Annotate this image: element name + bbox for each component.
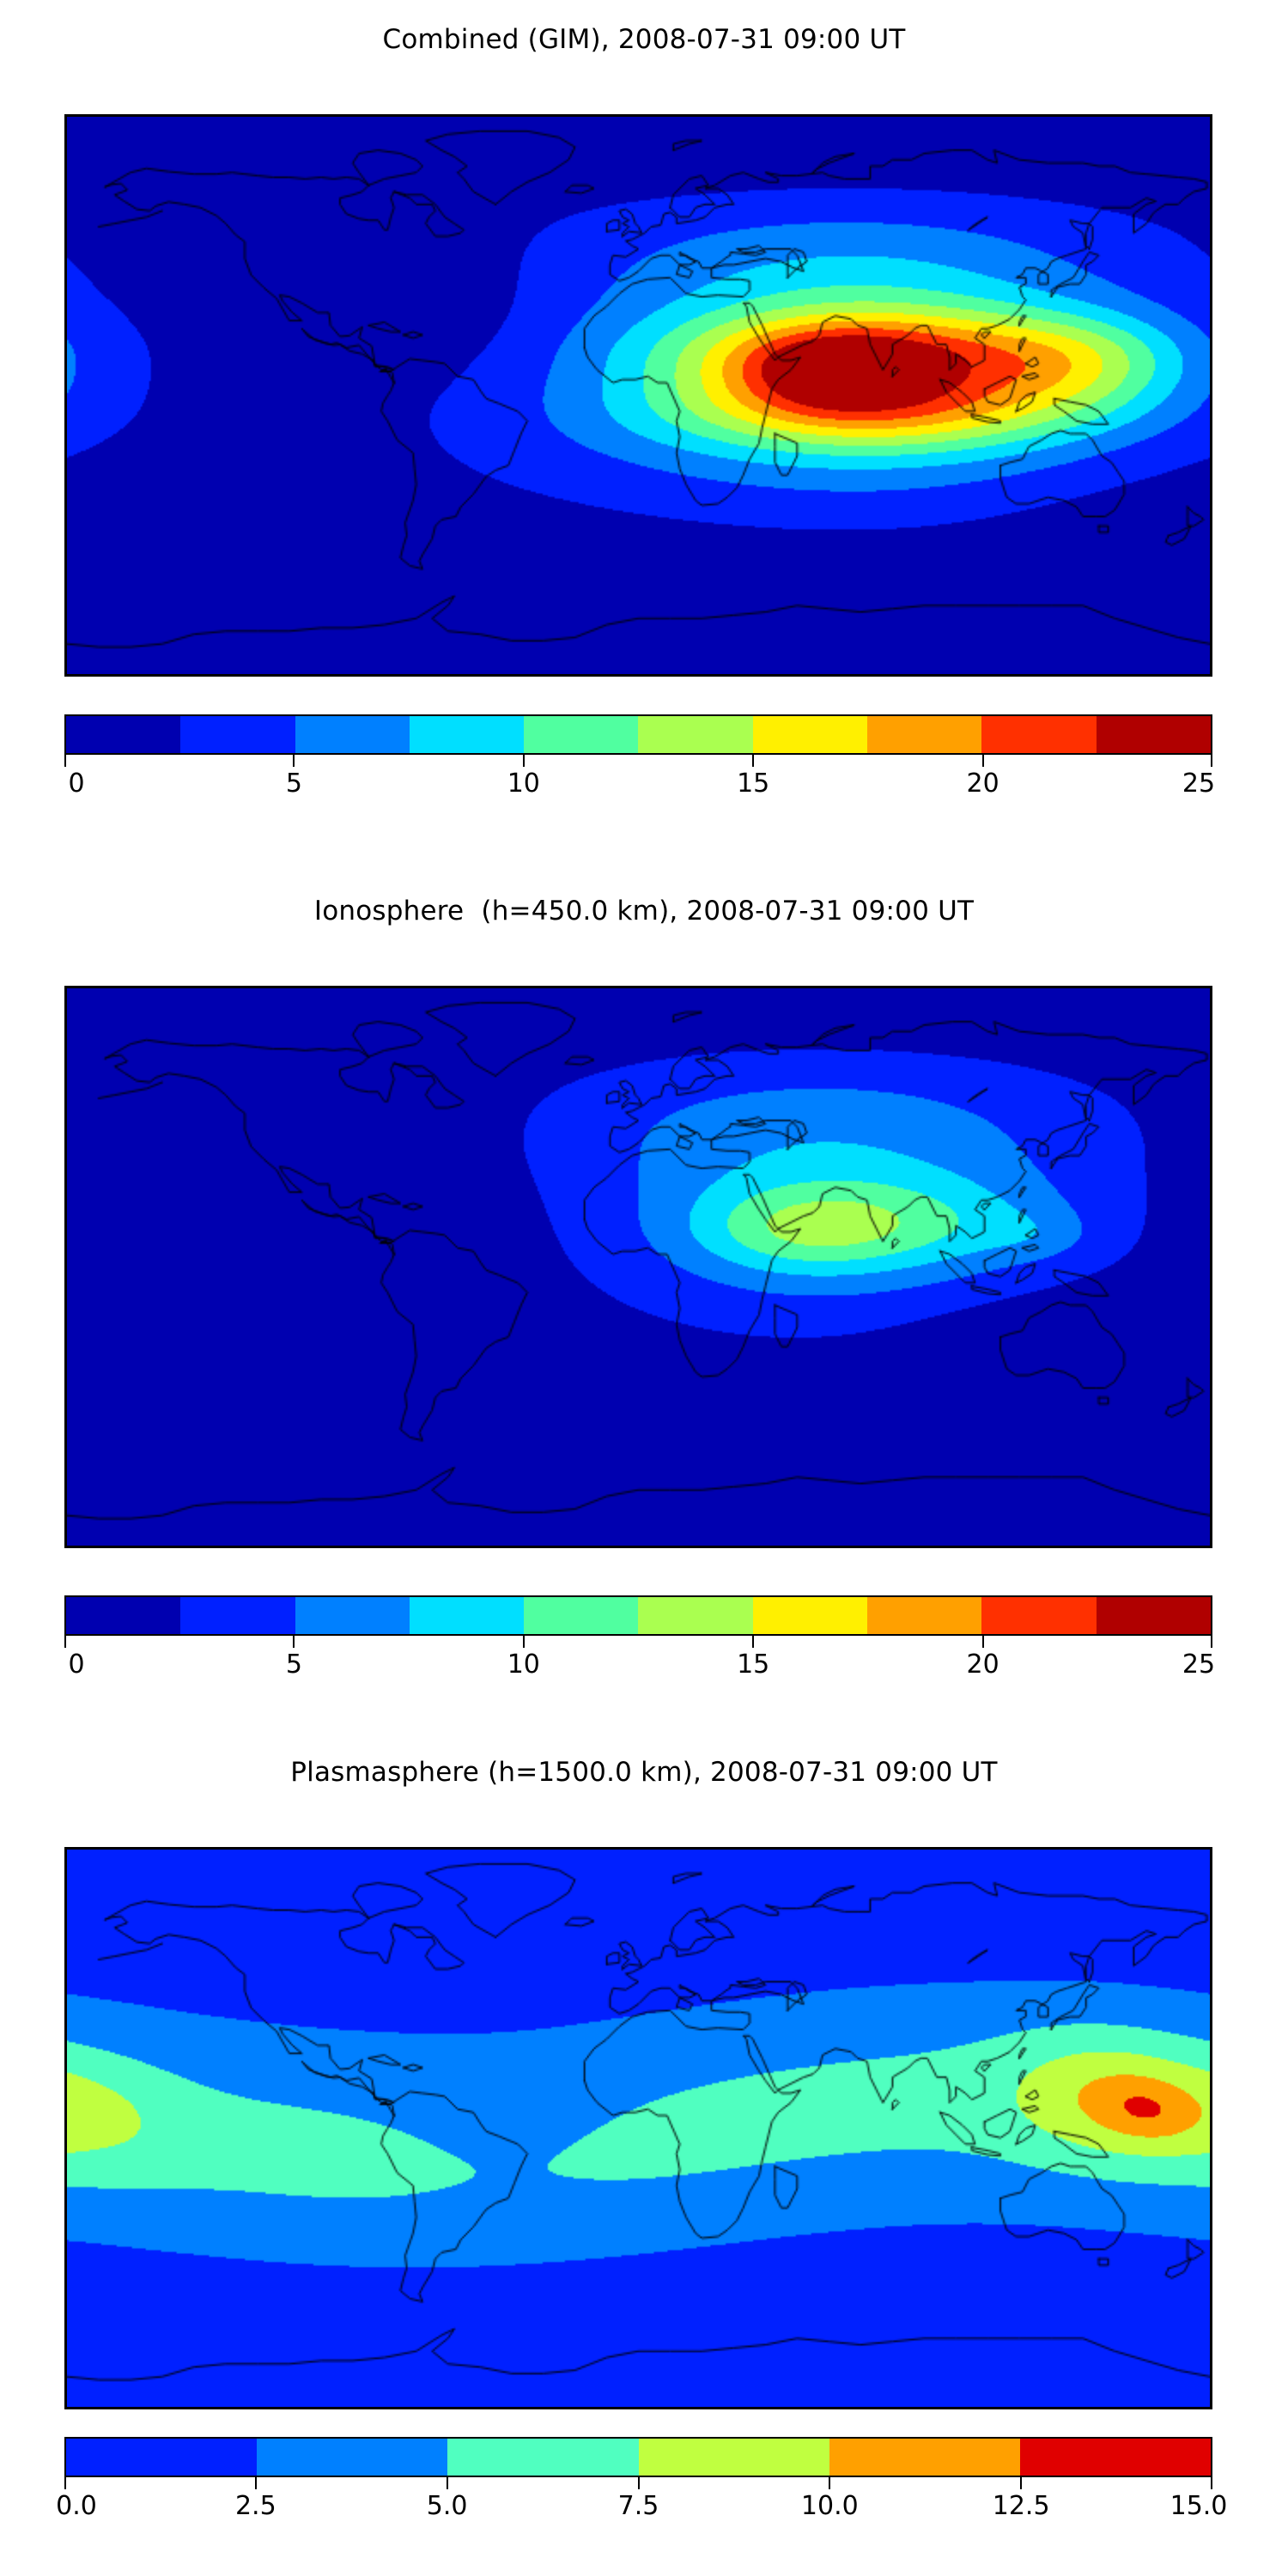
- colorbar-segment-3: [638, 2439, 829, 2476]
- colorbar-tick-5: [1211, 755, 1212, 767]
- colorbar-strip-combined: [64, 714, 1212, 755]
- colorbar-tick-label-5: 25: [1182, 1649, 1216, 1680]
- colorbar-segment-4: [524, 716, 639, 753]
- colorbar-tick-label-0: 0: [68, 769, 85, 799]
- tec-contour-canvas-ionosphere: [67, 988, 1210, 1546]
- colorbar-tick-2: [522, 1636, 525, 1648]
- map-ionosphere: [64, 986, 1212, 1548]
- colorbar-segment-0: [66, 1597, 181, 1634]
- colorbar-axis-plasmasphere: 0.0 2.5 5.0 7.5 10.0 12.5 15.0: [56, 2477, 1227, 2521]
- colorbar-tick-1: [293, 1636, 295, 1648]
- colorbar-segment-4: [829, 2439, 1020, 2476]
- colorbar-tick-label-4: 20: [966, 1649, 999, 1680]
- panel-title-combined: Combined (GIM), 2008-07-31 09:00 UT: [382, 24, 906, 55]
- panel-title-ionosphere: Ionosphere (h=450.0 km), 2008-07-31 09:0…: [313, 896, 975, 927]
- colorbar-segment-1: [180, 716, 295, 753]
- colorbar-segment-5: [638, 716, 753, 753]
- colorbar-tick-label-5: 12.5: [992, 2491, 1050, 2521]
- colorbar-tick-1: [293, 755, 295, 767]
- colorbar-segment-3: [409, 716, 525, 753]
- colorbar-tick-label-4: 10.0: [800, 2491, 859, 2521]
- colorbar-tick-label-3: 15: [737, 769, 770, 799]
- colorbar-tick-6: [1211, 2477, 1212, 2489]
- colorbar-tick-0: [64, 755, 66, 767]
- colorbar-tick-0: [64, 1636, 66, 1648]
- tec-contour-canvas-plasmasphere: [67, 1850, 1210, 2407]
- colorbar-tick-label-3: 15: [737, 1649, 770, 1680]
- colorbar-tick-2: [522, 755, 525, 767]
- colorbar-segment-1: [257, 2439, 448, 2476]
- colorbar-tick-5: [1020, 2477, 1023, 2489]
- colorbar-ionosphere: 0 5 10 15 20 25: [64, 1595, 1215, 1681]
- colorbar-strip-plasmasphere: [64, 2437, 1212, 2477]
- colorbar-segment-6: [752, 1597, 868, 1634]
- colorbar-tick-label-5: 25: [1182, 769, 1216, 799]
- colorbar-tick-3: [752, 1636, 755, 1648]
- colorbar-tick-1: [254, 2477, 257, 2489]
- colorbar-tick-label-1: 5: [285, 1649, 302, 1680]
- colorbar-tick-label-1: 5: [285, 769, 302, 799]
- colorbar-segment-4: [524, 1597, 639, 1634]
- colorbar-segment-9: [1096, 716, 1211, 753]
- colorbar-tick-label-4: 20: [966, 769, 999, 799]
- colorbar-tick-3: [752, 755, 755, 767]
- colorbar-plasmasphere: 0.0 2.5 5.0 7.5 10.0 12.5 15.0: [56, 2437, 1227, 2523]
- colorbar-axis-combined: 0 5 10 15 20 25: [64, 755, 1215, 799]
- colorbar-segment-7: [867, 1597, 982, 1634]
- colorbar-combined: 0 5 10 15 20 25: [64, 714, 1215, 800]
- colorbar-segment-2: [447, 2439, 639, 2476]
- colorbar-tick-label-3: 7.5: [617, 2491, 659, 2521]
- colorbar-tick-2: [446, 2477, 448, 2489]
- colorbar-tick-label-2: 5.0: [426, 2491, 468, 2521]
- colorbar-segment-0: [66, 2439, 258, 2476]
- colorbar-tick-label-2: 10: [507, 1649, 540, 1680]
- tec-contour-canvas-combined: [67, 117, 1210, 674]
- colorbar-segment-5: [638, 1597, 753, 1634]
- map-plasmasphere: [64, 1847, 1212, 2409]
- colorbar-segment-6: [752, 716, 868, 753]
- colorbar-segment-1: [180, 1597, 295, 1634]
- colorbar-segment-2: [295, 1597, 410, 1634]
- map-combined: [64, 114, 1212, 677]
- colorbar-segment-9: [1096, 1597, 1211, 1634]
- colorbar-axis-ionosphere: 0 5 10 15 20 25: [64, 1636, 1215, 1680]
- colorbar-tick-4: [829, 2477, 831, 2489]
- colorbar-tick-4: [981, 755, 984, 767]
- colorbar-tick-0: [64, 2477, 66, 2489]
- colorbar-tick-5: [1211, 1636, 1212, 1648]
- colorbar-tick-label-0: 0: [68, 1649, 85, 1680]
- colorbar-segment-2: [295, 716, 410, 753]
- colorbar-strip-ionosphere: [64, 1595, 1212, 1636]
- colorbar-segment-8: [981, 1597, 1097, 1634]
- colorbar-tick-label-6: 15.0: [1170, 2491, 1228, 2521]
- colorbar-segment-0: [66, 716, 181, 753]
- colorbar-tick-label-1: 2.5: [234, 2491, 276, 2521]
- colorbar-segment-8: [981, 716, 1097, 753]
- colorbar-segment-7: [867, 716, 982, 753]
- colorbar-segment-3: [409, 1597, 525, 1634]
- panel-title-plasmasphere: Plasmasphere (h=1500.0 km), 2008-07-31 0…: [290, 1757, 998, 1788]
- colorbar-tick-label-2: 10: [507, 769, 540, 799]
- colorbar-tick-3: [637, 2477, 640, 2489]
- colorbar-segment-5: [1019, 2439, 1212, 2476]
- colorbar-tick-4: [981, 1636, 984, 1648]
- colorbar-tick-label-0: 0.0: [56, 2491, 97, 2521]
